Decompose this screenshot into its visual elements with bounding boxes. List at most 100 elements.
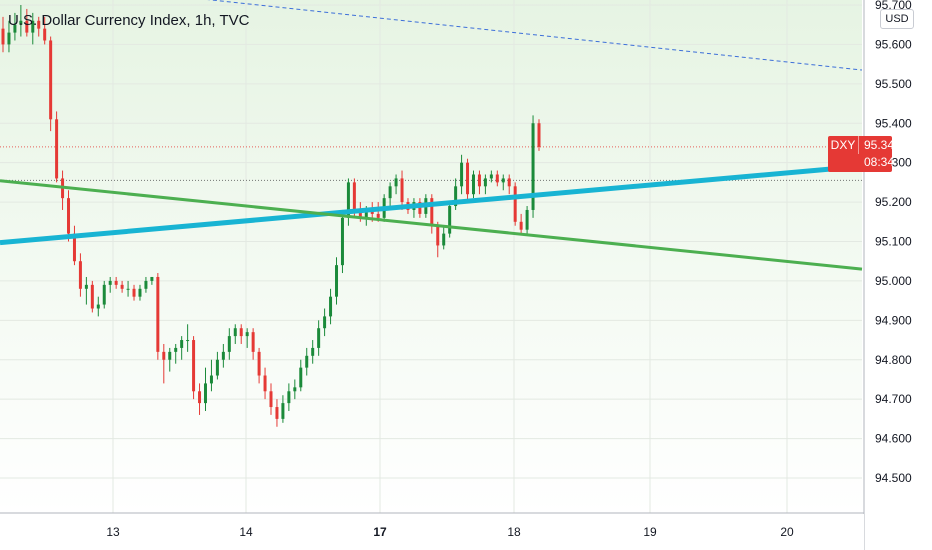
y-tick-label: 95.500 — [875, 77, 912, 91]
candle-body — [37, 20, 41, 29]
trendline-green — [0, 179, 863, 271]
candle-body — [67, 198, 71, 234]
candle-body — [180, 340, 184, 348]
candle-body — [323, 316, 327, 329]
y-tick-label: 95.600 — [875, 37, 912, 51]
candle-body — [519, 221, 523, 230]
candle-body — [144, 280, 148, 289]
candle-body — [186, 340, 190, 342]
candle-body — [501, 178, 505, 183]
candle-body — [257, 351, 261, 376]
candle-body — [376, 213, 380, 218]
candle-body — [156, 276, 160, 352]
last-price-value: 95.340 — [864, 138, 901, 152]
currency-button[interactable]: USD — [880, 9, 914, 29]
y-tick-label: 94.900 — [875, 313, 912, 327]
candle-body — [394, 178, 398, 187]
candle-body — [489, 174, 493, 179]
candle-body — [13, 24, 17, 33]
candle-body — [400, 178, 404, 203]
candle-body — [329, 296, 333, 317]
candle-body — [138, 288, 142, 297]
candle-body — [25, 20, 29, 33]
x-tick-label: 18 — [507, 525, 521, 539]
candle-body — [460, 162, 464, 187]
candle-body — [78, 261, 82, 289]
candle-body — [114, 280, 118, 285]
candle-body — [239, 328, 243, 337]
candle-body — [388, 186, 392, 199]
candle-body — [525, 209, 529, 230]
candle-body — [537, 123, 541, 147]
candle-body — [120, 284, 124, 289]
candle-body — [31, 20, 35, 33]
candle-body — [442, 233, 446, 246]
y-tick-label: 95.400 — [875, 116, 912, 130]
candle-body — [346, 182, 350, 218]
candle-body — [335, 265, 339, 297]
candle-body — [483, 178, 487, 187]
candle-body — [84, 284, 88, 289]
candle-body — [340, 217, 344, 266]
candle-body — [43, 28, 47, 41]
candle-body — [364, 209, 368, 218]
candle-body — [55, 119, 59, 179]
candle-body — [269, 391, 273, 408]
candle-body — [454, 186, 458, 207]
bar-countdown: 08:34 — [864, 155, 895, 169]
candle-body — [1, 28, 5, 45]
symbol-label: DXY — [828, 136, 859, 154]
y-tick-label: 94.700 — [875, 392, 912, 406]
candle-body — [281, 403, 285, 419]
x-tick-label: 20 — [780, 525, 794, 539]
x-tick-label: 17 — [373, 525, 387, 539]
candle-body — [102, 284, 106, 305]
candle-body — [436, 225, 440, 246]
candle-body — [495, 174, 499, 183]
candle-body — [126, 288, 130, 290]
y-tick-label: 95.200 — [875, 195, 912, 209]
candle-body — [72, 233, 76, 262]
candle-body — [507, 178, 511, 187]
candle-body — [513, 186, 517, 222]
candle-body — [49, 40, 53, 120]
plot-background — [0, 0, 862, 513]
candle-body — [90, 284, 94, 309]
x-tick-label: 13 — [106, 525, 120, 539]
candle-body — [198, 391, 202, 404]
candle-body — [209, 375, 213, 384]
candle-body — [215, 359, 219, 376]
candle-body — [162, 351, 166, 360]
x-tick-label: 14 — [239, 525, 253, 539]
candle-body — [192, 340, 196, 392]
candle-body — [418, 202, 422, 214]
time-axis-bg — [0, 514, 864, 550]
candle-body — [531, 123, 535, 210]
y-tick-label: 94.500 — [875, 471, 912, 485]
candle-body — [96, 304, 100, 309]
candle-body — [477, 174, 481, 187]
y-tick-label: 95.000 — [875, 274, 912, 288]
y-tick-label: 95.100 — [875, 235, 912, 249]
y-tick-label: 94.600 — [875, 432, 912, 446]
candle-body — [448, 206, 452, 234]
candle-body — [251, 332, 255, 352]
candle-body — [150, 276, 154, 281]
chart-title: U.S. Dollar Currency Index, 1h, TVC — [8, 12, 250, 29]
candle-body — [358, 209, 362, 218]
candle-body — [352, 182, 356, 210]
candle-body — [7, 32, 11, 45]
candle-body — [132, 288, 136, 297]
candle-body — [299, 367, 303, 388]
candle-body — [203, 383, 207, 404]
trendline-cyan — [0, 163, 863, 246]
candle-body — [245, 332, 249, 337]
candle-body — [287, 391, 291, 404]
candle-body — [263, 375, 267, 392]
candle-body — [293, 387, 297, 392]
candle-body — [466, 162, 470, 195]
candle-body — [275, 407, 279, 419]
candle-body — [311, 347, 315, 356]
